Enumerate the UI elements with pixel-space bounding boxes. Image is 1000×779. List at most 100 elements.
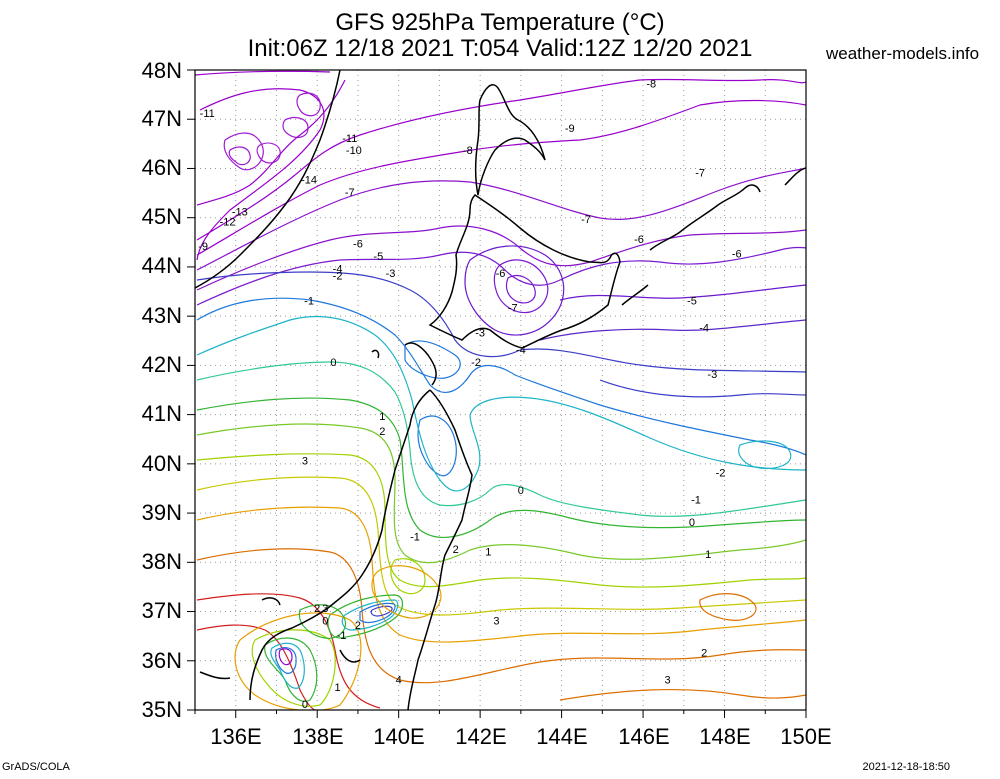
contour-label: -11 [200,108,215,120]
footer-timestamp: 2021-12-18-18:50 [862,761,950,773]
contour-line [196,361,806,517]
lon-label: 148E [699,724,751,749]
contour-label: 0 [518,485,524,497]
contour-label: -7 [581,214,591,226]
lat-label: 43N [141,303,182,328]
map-frame [194,69,807,711]
contour-label: 1 [705,549,711,561]
lat-label: 44N [141,253,182,278]
contour-label: -6 [634,234,644,246]
contour-label: -7 [508,303,518,315]
contour-line [196,99,806,256]
contour-label: -12 [220,217,236,229]
contour-line [196,624,316,710]
contour-label: -4 [516,345,526,357]
lat-label: 37N [141,598,182,623]
contour-line [270,642,305,689]
contour-label: 2 [355,620,361,632]
contour-label: 3 [322,603,328,615]
contour-line [196,297,806,456]
lat-label: 47N [141,106,182,131]
contour-line [559,284,806,301]
contour-label: -1 [410,532,420,544]
contour-line [371,565,442,619]
contour-label: -9 [198,241,208,253]
contour-line [699,593,757,621]
contour-label: 4 [396,674,402,686]
contour-label: -3 [707,369,717,381]
axis-ticks [187,69,807,718]
contour-line [195,70,331,76]
contour-label: -2 [333,271,343,283]
contour-label: -2 [471,357,481,369]
contour-label: -9 [565,123,575,135]
contour-label: 3 [664,674,670,686]
lat-label: 38N [141,549,182,574]
contour-label: -3 [386,268,396,280]
contour-label: -5 [687,295,697,307]
contour-label: -4 [333,263,343,275]
coastline [475,84,546,196]
contour-line [196,78,806,241]
contour-line [264,637,318,702]
lat-label: 42N [141,352,182,377]
contour-line [464,245,565,336]
contour-line [256,142,281,164]
contour-line [196,506,806,643]
contour-label: 0 [302,699,308,711]
coastline [261,597,281,606]
lat-label: 41N [141,401,182,426]
coastline [428,194,621,349]
contour-label: -7 [345,187,355,199]
contour-label: 2 [314,603,320,615]
contour-line [275,647,297,674]
contour-line [519,348,806,373]
contour-line [228,146,251,166]
contour-label: -4 [699,322,709,334]
contour-label: -14 [301,175,317,187]
lon-label: 146E [618,724,670,749]
contour-line [196,397,806,538]
contour-label: -5 [373,251,383,263]
coastline [784,167,806,186]
gridlines [195,70,806,710]
coastline [339,649,361,663]
lat-label: 48N [141,58,182,83]
lon-label: 136E [210,724,262,749]
contour-layer [195,70,806,710]
contour-label: -3 [475,327,485,339]
contour-label: 0 [689,517,695,529]
coastline [621,284,649,306]
chart-subtitle: Init:06Z 12/18 2021 T:054 Valid:12Z 12/2… [247,35,753,62]
coastline [407,389,473,710]
contour-line [234,612,362,710]
contour-label: -8 [463,145,473,157]
contour-label: -10 [346,145,362,157]
contour-label: 0 [322,615,328,627]
contour-line [196,476,806,616]
contour-label: -6 [353,239,363,251]
contour-line [196,548,806,684]
contour-label: 2 [379,426,385,438]
contour-line [390,558,426,595]
lat-label: 35N [141,697,182,722]
coastline [249,389,431,701]
contour-line [282,117,309,138]
contour-label: -2 [716,468,726,480]
contour-line [196,88,325,261]
contour-line [296,92,321,117]
lon-label: 142E [455,724,507,749]
contour-label: 1 [379,411,385,423]
contour-line [559,688,806,701]
contour-line [196,423,806,564]
contour-line [738,440,792,470]
contour-label: 3 [493,615,499,627]
contour-label: -13 [232,207,248,219]
contour-labels: -11-8-9-11-10 -8-14-7-13-12-7-7-9 -6 -6-6-5… [198,79,741,711]
contour-label: 1 [335,682,341,694]
lon-label: 144E [536,724,588,749]
contour-line [493,259,549,314]
lat-label: 40N [141,451,182,476]
contour-line [196,79,346,206]
